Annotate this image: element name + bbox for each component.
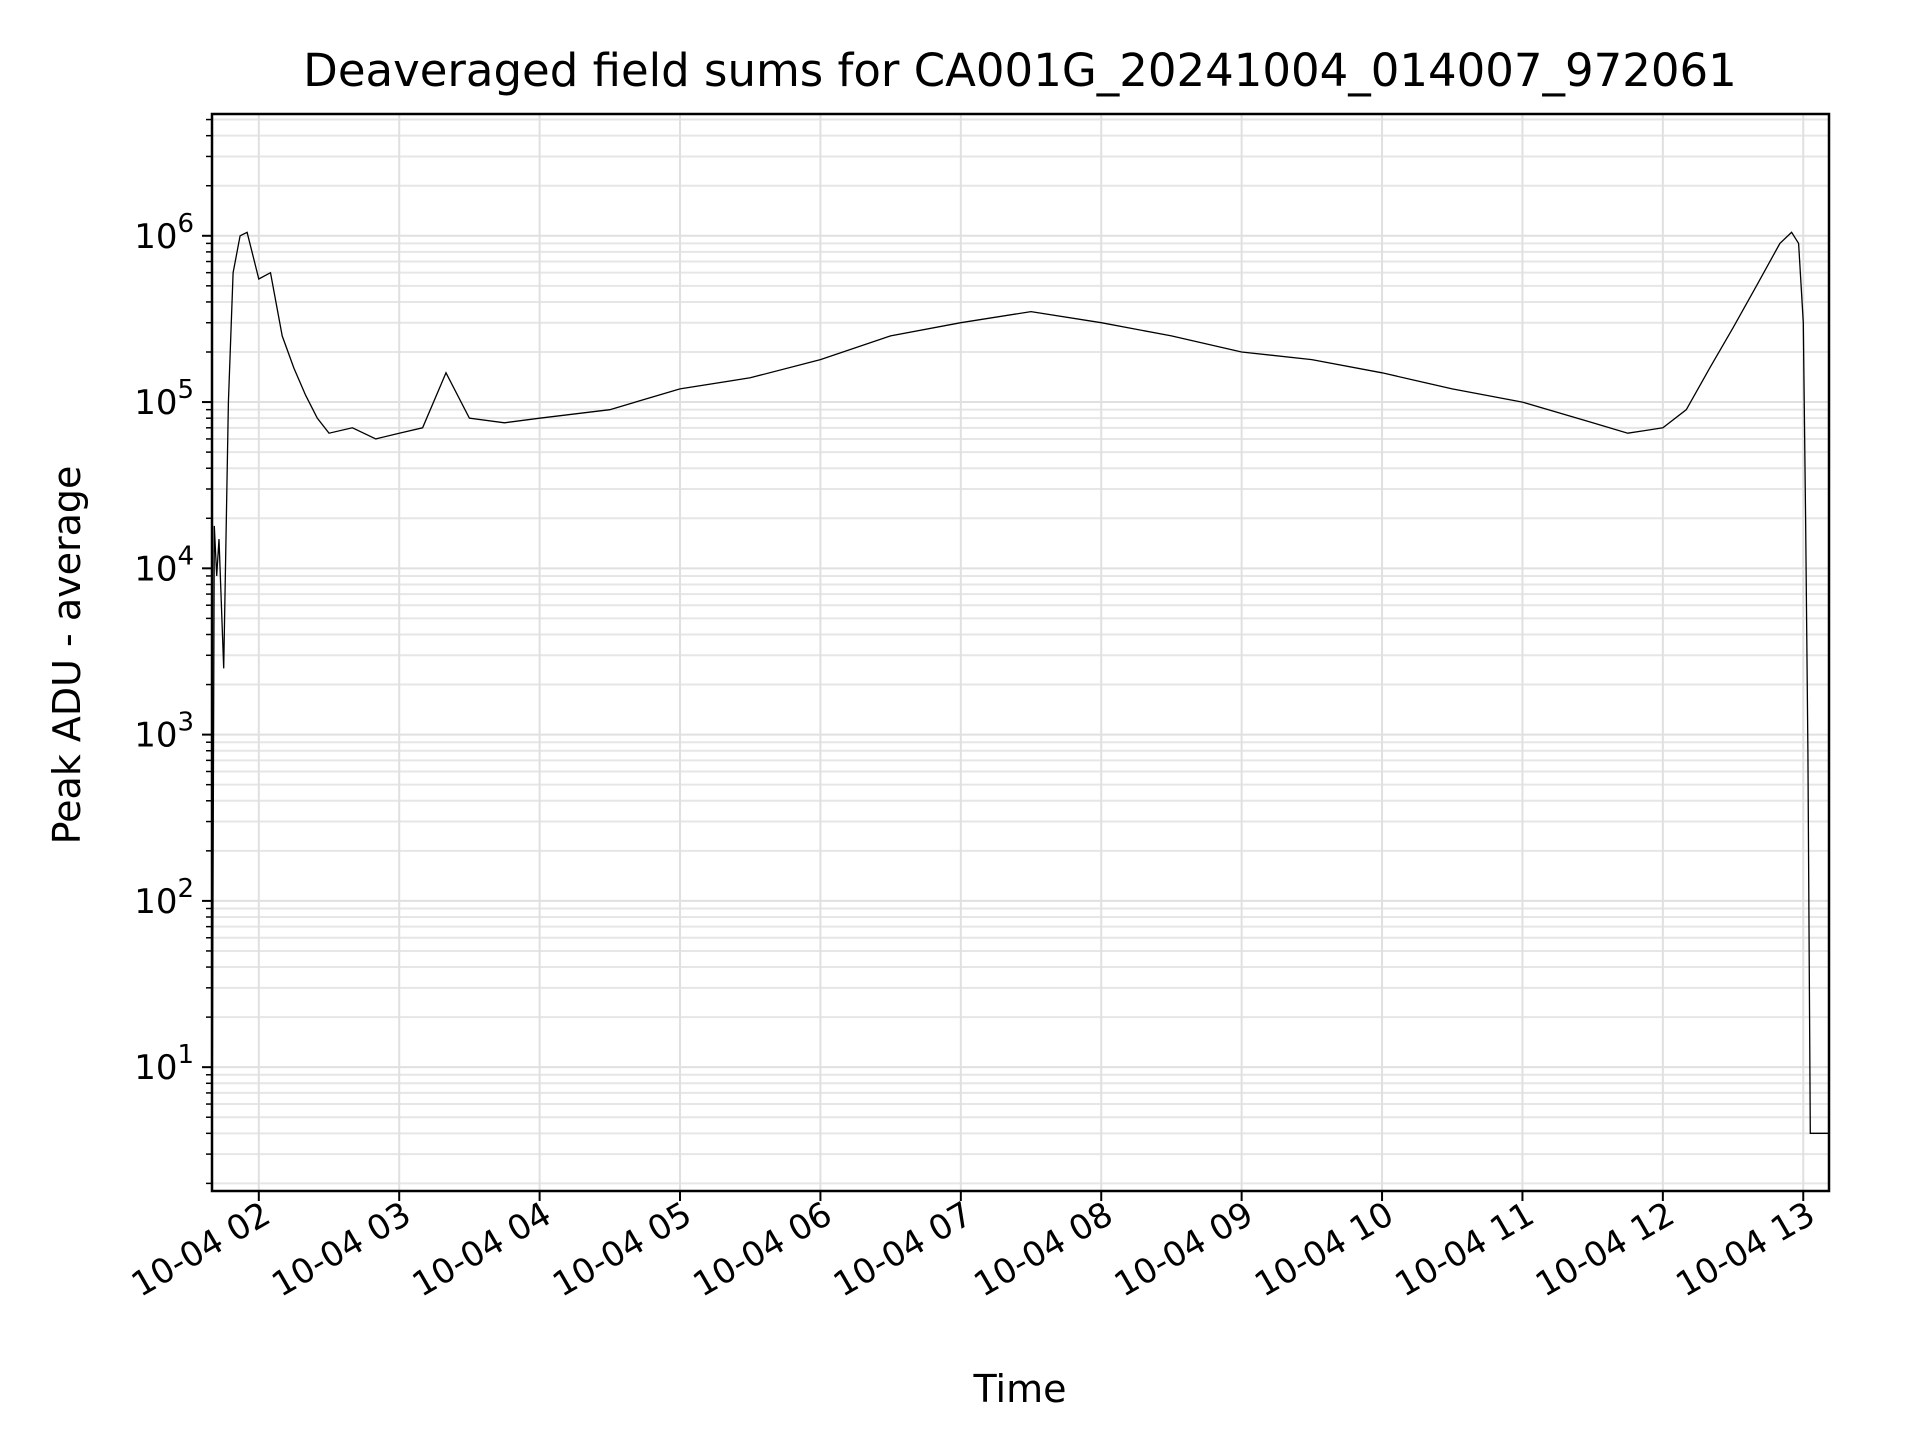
y-tick-label: 103 [134, 708, 194, 756]
chart-title: Deaveraged field sums for CA001G_2024100… [303, 44, 1737, 97]
y-axis: 101 102 103 104 105 106 [134, 118, 212, 1185]
y-tick-label: 105 [134, 375, 194, 423]
plot-area-frame [210, 112, 1831, 1193]
y-tick-label: 102 [134, 874, 194, 922]
grid-lines [212, 114, 1829, 1191]
y-tick-label: 104 [134, 541, 194, 589]
x-axis-label: Time [973, 1367, 1067, 1411]
y-tick-label: 106 [134, 209, 194, 257]
y-axis-label: Peak ADU - average [45, 466, 89, 845]
series-line [211, 231, 1829, 1184]
y-tick-label: 101 [134, 1040, 194, 1088]
